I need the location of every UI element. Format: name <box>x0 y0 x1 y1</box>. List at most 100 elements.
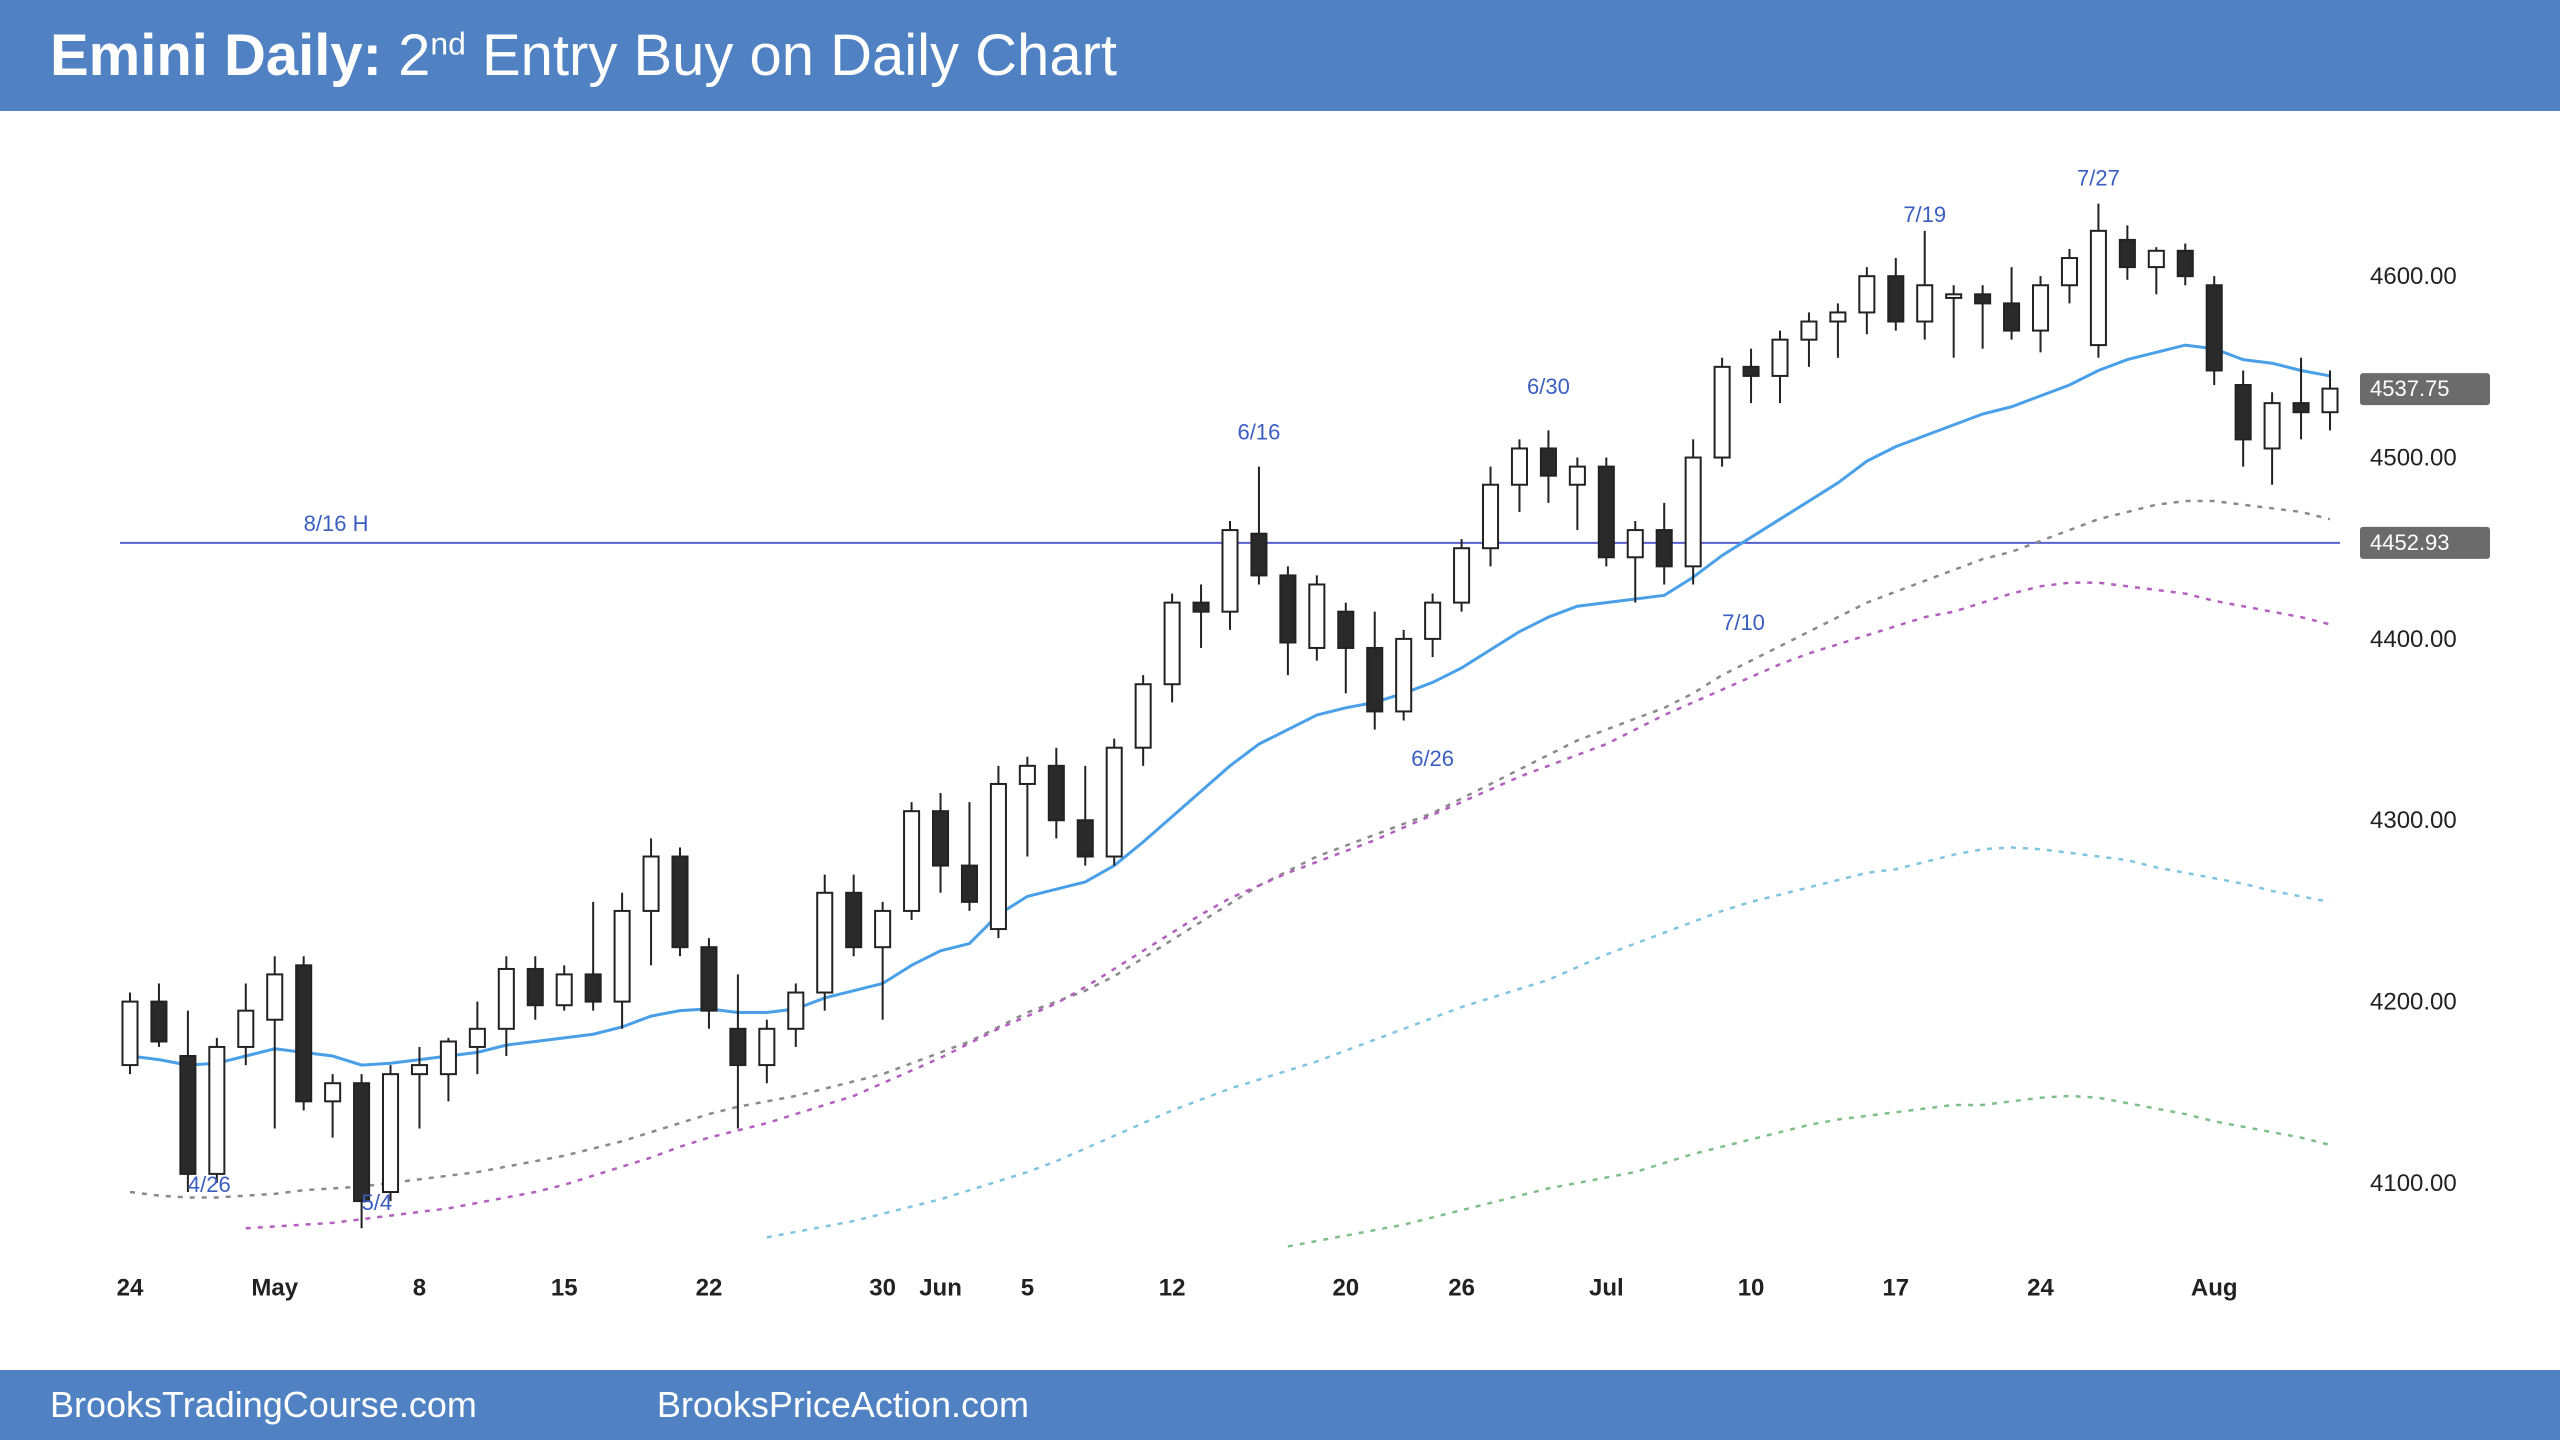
candle-body <box>1772 340 1787 376</box>
chart-annotation: 4/26 <box>188 1172 231 1197</box>
candle-body <box>151 1002 166 1042</box>
candle-body <box>1454 548 1469 602</box>
y-tick-label: 4100.00 <box>2370 1170 2457 1197</box>
candle-body <box>1599 467 1614 558</box>
candle-body <box>1512 448 1527 484</box>
x-tick-label: 5 <box>1021 1275 1034 1302</box>
candle-body <box>209 1047 224 1174</box>
candle-body <box>1744 367 1759 376</box>
candle-body <box>267 974 282 1019</box>
candle-body <box>412 1065 427 1074</box>
candle-body <box>1715 367 1730 458</box>
candle-body <box>2178 251 2193 276</box>
candle-body <box>180 1056 195 1174</box>
candle-body <box>325 1083 340 1101</box>
candle-body <box>1657 530 1672 566</box>
candle-body <box>2120 240 2135 267</box>
candle-body <box>1136 684 1151 747</box>
candle-body <box>875 911 890 947</box>
candle-body <box>904 811 919 911</box>
candle-body <box>557 974 572 1005</box>
x-tick-label: 17 <box>1882 1275 1909 1302</box>
candle-body <box>730 1029 745 1065</box>
x-tick-label: 20 <box>1332 1275 1359 1302</box>
candle-body <box>2062 258 2077 285</box>
candle-body <box>1801 322 1816 340</box>
candle-body <box>1830 312 1845 321</box>
candle-body <box>1338 612 1353 648</box>
price-tag-label: 4452.93 <box>2370 530 2450 555</box>
x-tick-label: 24 <box>2027 1275 2054 1302</box>
x-tick-label: 30 <box>869 1275 896 1302</box>
candle-body <box>1541 448 1556 475</box>
footer-right: BrooksPriceAction.com <box>657 1384 1029 1426</box>
y-tick-label: 4400.00 <box>2370 626 2457 653</box>
chart-annotation: 6/16 <box>1238 419 1281 444</box>
footer-bar: BrooksTradingCourse.com BrooksPriceActio… <box>0 1370 2560 1440</box>
candlestick-chart: 8/16 H4600.004500.004400.004300.004200.0… <box>40 131 2520 1360</box>
candle-body <box>701 947 716 1010</box>
slide: Emini Daily: 2nd Entry Buy on Daily Char… <box>0 0 2560 1440</box>
candle-body <box>2207 285 2222 370</box>
x-tick-label: 8 <box>413 1275 426 1302</box>
candle-body <box>383 1074 398 1192</box>
candle-body <box>1483 485 1498 548</box>
candle-body <box>2091 231 2106 345</box>
candle-body <box>499 969 514 1029</box>
candle-body <box>672 857 687 948</box>
candle-body <box>1107 748 1122 857</box>
x-tick-label: 22 <box>696 1275 723 1302</box>
candle-body <box>1888 276 1903 321</box>
candle-body <box>817 893 832 993</box>
candle-body <box>1917 285 1932 321</box>
candle-body <box>1194 603 1209 612</box>
hline-label: 8/16 H <box>304 511 369 536</box>
x-tick-label: 15 <box>551 1275 578 1302</box>
candle-body <box>1628 530 1643 557</box>
y-tick-label: 4600.00 <box>2370 263 2457 290</box>
candle-body <box>296 965 311 1101</box>
candle-body <box>1396 639 1411 712</box>
candle-body <box>2265 403 2280 448</box>
footer-left: BrooksTradingCourse.com <box>50 1384 477 1426</box>
title-bold: Emini Daily: <box>50 23 382 88</box>
candle-body <box>586 974 601 1001</box>
chart-annotation: 6/30 <box>1527 374 1570 399</box>
candle-body <box>2322 389 2337 413</box>
candle-body <box>2294 403 2309 412</box>
candle-body <box>846 893 861 947</box>
ema-line <box>130 345 2330 1065</box>
candle-body <box>1975 294 1990 303</box>
candle-body <box>962 866 977 902</box>
candle-body <box>1367 648 1382 711</box>
candle-body <box>1686 458 1701 567</box>
candle-body <box>354 1083 369 1201</box>
candle-body <box>528 969 543 1005</box>
candle-body <box>1078 820 1093 856</box>
candle-body <box>2004 303 2019 330</box>
ma-line <box>1288 1096 2330 1247</box>
chart-annotation: 5/4 <box>362 1190 393 1215</box>
candle-body <box>2033 285 2048 330</box>
candle-body <box>991 784 1006 929</box>
candle-body <box>1020 766 1035 784</box>
candle-body <box>615 911 630 1002</box>
chart-annotation: 7/19 <box>1903 202 1946 227</box>
candle-body <box>122 1002 137 1065</box>
candle-body <box>1222 530 1237 612</box>
chart-svg: 8/16 H4600.004500.004400.004300.004200.0… <box>40 131 2520 1360</box>
chart-container: 8/16 H4600.004500.004400.004300.004200.0… <box>0 111 2560 1370</box>
price-tag-label: 4537.75 <box>2370 376 2450 401</box>
candle-body <box>1570 467 1585 485</box>
candle-body <box>644 857 659 911</box>
candle-body <box>470 1029 485 1047</box>
candle-body <box>788 993 803 1029</box>
candle-body <box>933 811 948 865</box>
title-bar: Emini Daily: 2nd Entry Buy on Daily Char… <box>0 0 2560 111</box>
x-tick-label: Aug <box>2191 1275 2238 1302</box>
candle-body <box>1946 294 1961 298</box>
candle-body <box>1251 534 1266 576</box>
candle-body <box>1049 766 1064 820</box>
candle-body <box>1280 575 1295 642</box>
x-tick-label: 10 <box>1738 1275 1765 1302</box>
